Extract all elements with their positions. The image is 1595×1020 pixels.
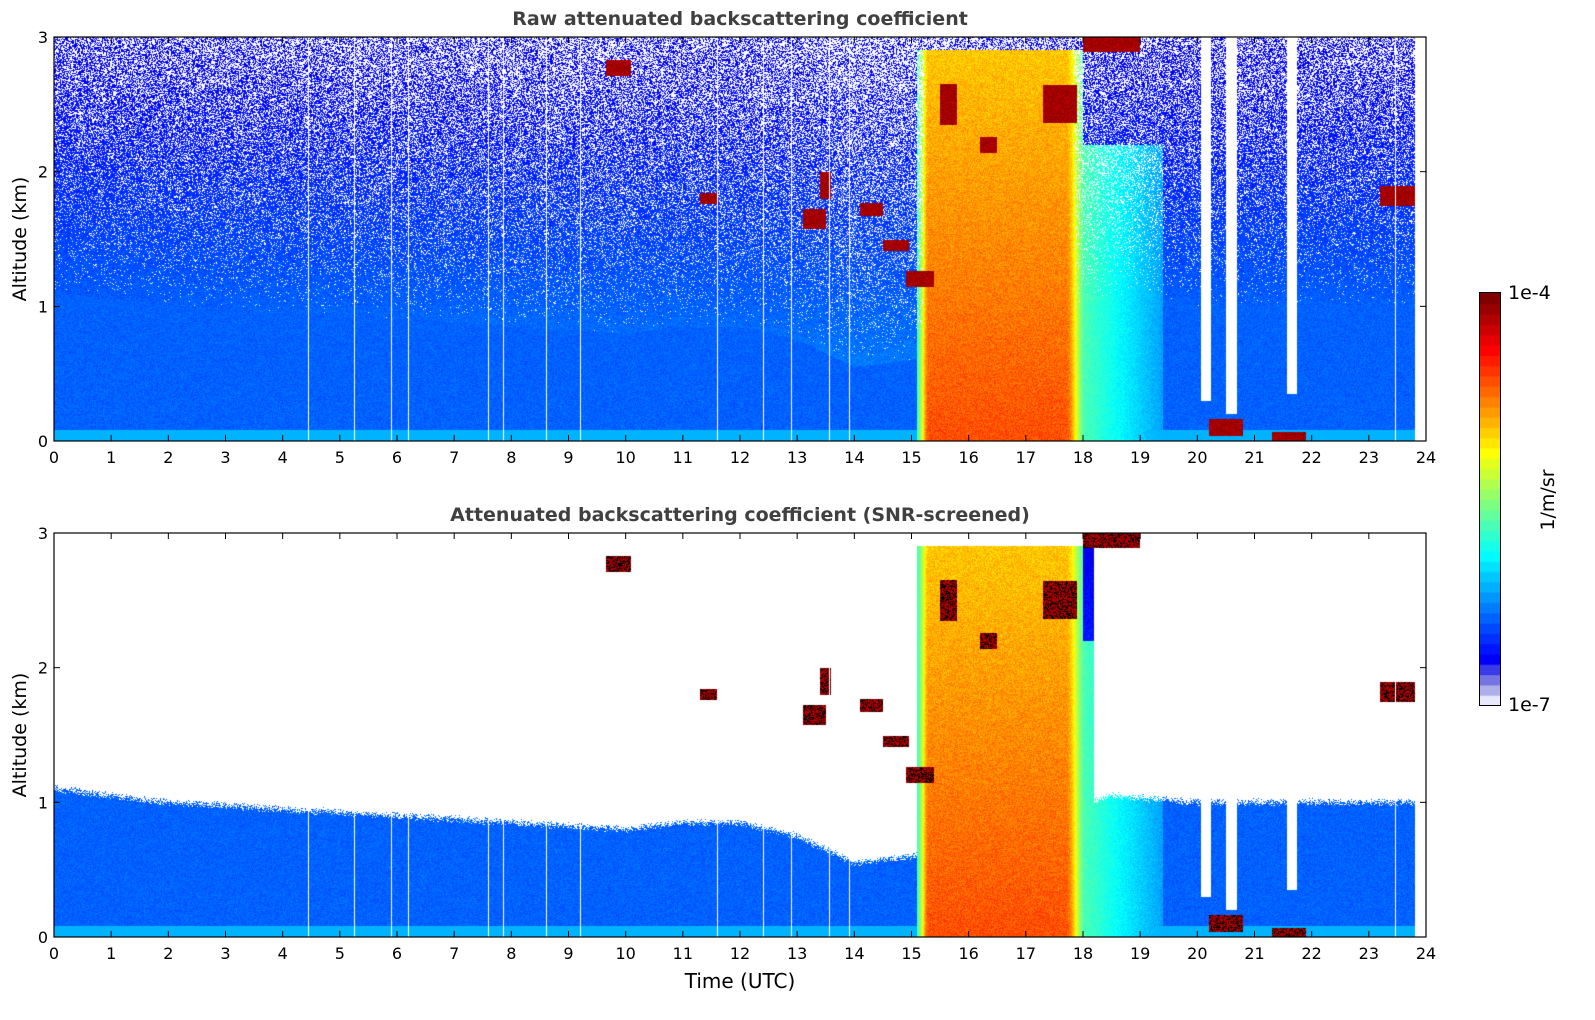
x-tick-label: 6 xyxy=(392,944,402,963)
x-tick-label: 19 xyxy=(1130,944,1150,963)
x-tick-label: 15 xyxy=(901,448,921,467)
x-tick-label: 11 xyxy=(673,944,693,963)
x-tick-label: 23 xyxy=(1359,944,1379,963)
panel1-title: Raw attenuated backscattering coefficien… xyxy=(512,8,968,30)
panel1-y-axis-label: Altitude (km) xyxy=(9,176,31,302)
x-tick-label: 24 xyxy=(1416,448,1436,467)
x-tick-label: 3 xyxy=(220,448,230,467)
y-tick-label: 1 xyxy=(38,793,48,812)
x-tick-label: 13 xyxy=(787,448,807,467)
x-axis-label: Time (UTC) xyxy=(684,969,796,993)
x-tick-label: 14 xyxy=(844,944,864,963)
x-tick-label: 4 xyxy=(278,944,288,963)
y-tick-label: 3 xyxy=(38,28,48,47)
x-tick-label: 23 xyxy=(1359,448,1379,467)
x-tick-label: 16 xyxy=(958,944,978,963)
y-tick-label: 2 xyxy=(38,659,48,678)
x-tick-label: 24 xyxy=(1416,944,1436,963)
x-tick-label: 1 xyxy=(106,448,116,467)
x-tick-label: 8 xyxy=(506,944,516,963)
x-tick-label: 0 xyxy=(49,944,59,963)
x-tick-label: 9 xyxy=(563,448,573,467)
x-tick-label: 2 xyxy=(163,944,173,963)
panel1-heatmap xyxy=(54,37,1426,441)
x-tick-label: 10 xyxy=(615,944,635,963)
x-tick-label: 10 xyxy=(615,448,635,467)
x-tick-label: 21 xyxy=(1244,944,1264,963)
x-tick-label: 11 xyxy=(673,448,693,467)
x-tick-label: 18 xyxy=(1073,944,1093,963)
x-tick-label: 7 xyxy=(449,944,459,963)
x-tick-label: 14 xyxy=(844,448,864,467)
x-tick-label: 12 xyxy=(730,448,750,467)
x-tick-label: 6 xyxy=(392,448,402,467)
x-tick-label: 16 xyxy=(958,448,978,467)
x-tick-label: 22 xyxy=(1301,944,1321,963)
x-tick-label: 20 xyxy=(1187,944,1207,963)
panel2-heatmap xyxy=(54,533,1426,937)
x-tick-label: 9 xyxy=(563,944,573,963)
y-tick-label: 3 xyxy=(38,524,48,543)
colorbar-min-label: 1e-7 xyxy=(1508,694,1551,716)
x-tick-label: 13 xyxy=(787,944,807,963)
x-tick-label: 4 xyxy=(278,448,288,467)
x-tick-label: 17 xyxy=(1016,448,1036,467)
x-tick-label: 1 xyxy=(106,944,116,963)
panel2-title: Attenuated backscattering coefficient (S… xyxy=(450,504,1030,526)
y-tick-label: 2 xyxy=(38,163,48,182)
x-tick-label: 5 xyxy=(335,448,345,467)
y-tick-label: 0 xyxy=(38,928,48,947)
x-tick-label: 5 xyxy=(335,944,345,963)
panel2-y-axis-label: Altitude (km) xyxy=(9,672,31,798)
x-tick-label: 0 xyxy=(49,448,59,467)
x-tick-label: 21 xyxy=(1244,448,1264,467)
x-tick-label: 17 xyxy=(1016,944,1036,963)
x-tick-label: 22 xyxy=(1301,448,1321,467)
y-tick-label: 1 xyxy=(38,297,48,316)
x-tick-label: 20 xyxy=(1187,448,1207,467)
colorbar xyxy=(1479,292,1501,706)
x-tick-label: 12 xyxy=(730,944,750,963)
x-tick-label: 2 xyxy=(163,448,173,467)
y-tick-label: 0 xyxy=(38,432,48,451)
x-tick-label: 3 xyxy=(220,944,230,963)
colorbar-max-label: 1e-4 xyxy=(1508,282,1551,304)
x-tick-label: 18 xyxy=(1073,448,1093,467)
x-tick-label: 15 xyxy=(901,944,921,963)
x-tick-label: 8 xyxy=(506,448,516,467)
x-tick-label: 19 xyxy=(1130,448,1150,467)
x-tick-label: 7 xyxy=(449,448,459,467)
colorbar-label: 1/m/sr xyxy=(1537,469,1559,531)
